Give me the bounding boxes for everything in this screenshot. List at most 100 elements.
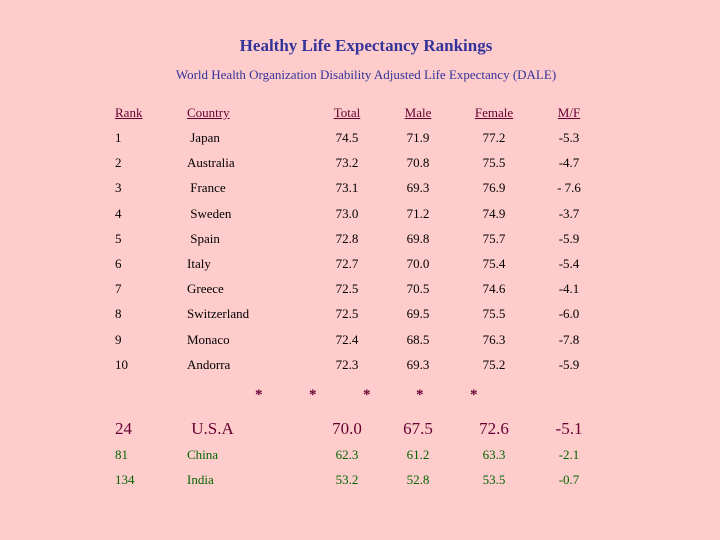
cell-country: U.S.A (187, 419, 234, 438)
cell-male: 70.8 (406, 155, 430, 171)
table-row: 81 China 62.3 61.2 63.3 -2.1 (0, 447, 720, 467)
page-subtitle: World Health Organization Disability Adj… (175, 67, 557, 82)
cell-total: 72.4 (335, 331, 359, 347)
cell-country: Japan (187, 130, 220, 145)
cell-total: 62.3 (335, 447, 359, 462)
cell-male: 69.3 (406, 356, 430, 372)
cell-male: 52.8 (406, 472, 430, 487)
table-row: 6 Italy 72.7 70.0 75.4 -5.4 (0, 256, 720, 276)
header-rank: Rank (115, 105, 143, 120)
cell-rank: 81 (115, 447, 128, 462)
cell-mf: -5.4 (558, 256, 580, 271)
cell-country: Spain (187, 230, 220, 246)
cell-country: Sweden (187, 205, 232, 221)
cell-country: Italy (187, 256, 211, 271)
cell-country: Andorra (187, 356, 231, 372)
cell-country: Switzerland (187, 306, 250, 322)
cell-total: 73.2 (335, 155, 359, 171)
table-row: 9 Monaco 72.4 68.5 76.3 -7.8 (0, 332, 720, 352)
cell-female: 53.5 (482, 472, 506, 487)
header-total: Total (333, 105, 361, 120)
cell-rank: 1 (115, 130, 122, 145)
cell-mf: -0.7 (558, 472, 580, 487)
cell-country: Australia (187, 155, 235, 171)
separator-star: * (255, 387, 263, 403)
cell-total: 72.7 (335, 256, 359, 271)
table-row: 3 France 73.1 69.3 76.9 - 7.6 (0, 180, 720, 200)
separator-star: * (363, 387, 371, 403)
cell-rank: 6 (115, 256, 122, 271)
cell-male: 61.2 (406, 447, 430, 462)
cell-female: 76.9 (482, 180, 506, 196)
header-male: Male (404, 105, 432, 120)
cell-country: Greece (187, 281, 224, 297)
table-row: 7 Greece 72.5 70.5 74.6 -4.1 (0, 281, 720, 301)
cell-mf: - 7.6 (557, 180, 581, 196)
cell-male: 70.0 (406, 256, 430, 271)
cell-female: 77.2 (482, 130, 506, 145)
table-row: 134 India 53.2 52.8 53.5 -0.7 (0, 472, 720, 492)
table-row: 1 Japan 74.5 71.9 77.2 -5.3 (0, 130, 720, 150)
cell-mf: -4.1 (558, 281, 580, 297)
cell-mf: -5.9 (558, 230, 580, 246)
cell-rank: 5 (115, 230, 122, 246)
header-female: Female (474, 105, 514, 120)
table-row: 8 Switzerland 72.5 69.5 75.5 -6.0 (0, 306, 720, 326)
cell-male: 67.5 (403, 419, 433, 438)
header-country: Country (187, 105, 230, 120)
cell-mf: -5.1 (555, 419, 583, 438)
cell-mf: -4.7 (558, 155, 580, 171)
cell-rank: 134 (115, 472, 135, 487)
cell-total: 53.2 (335, 472, 359, 487)
cell-female: 75.5 (482, 306, 506, 322)
cell-mf: -5.3 (558, 130, 580, 145)
separator-star: * (416, 387, 424, 403)
cell-total: 73.1 (335, 180, 359, 196)
table-row-us: 24 U.S.A 70.0 67.5 72.6 -5.1 (0, 419, 720, 439)
table-row: 5 Spain 72.8 69.8 75.7 -5.9 (0, 231, 720, 251)
cell-country: France (187, 180, 226, 196)
cell-country: India (187, 472, 214, 487)
cell-female: 74.9 (482, 205, 506, 221)
cell-rank: 24 (115, 419, 132, 438)
cell-mf: -7.8 (558, 331, 580, 347)
cell-male: 69.5 (406, 306, 430, 322)
cell-female: 75.2 (482, 356, 506, 372)
table-row: 4 Sweden 73.0 71.2 74.9 -3.7 (0, 206, 720, 226)
cell-female: 63.3 (482, 447, 506, 462)
cell-total: 70.0 (332, 419, 362, 438)
cell-total: 72.8 (335, 230, 359, 246)
cell-total: 73.0 (335, 205, 359, 221)
cell-total: 72.5 (335, 306, 359, 322)
cell-mf: -3.7 (558, 205, 580, 221)
cell-country: Monaco (187, 331, 230, 347)
cell-country: China (187, 447, 219, 462)
cell-total: 72.3 (335, 356, 359, 372)
cell-rank: 10 (115, 356, 128, 372)
cell-female: 74.6 (482, 281, 506, 297)
separator-star: * (470, 387, 478, 403)
cell-rank: 7 (115, 281, 122, 297)
cell-mf: -5.9 (558, 356, 580, 372)
cell-female: 75.4 (482, 256, 506, 271)
cell-male: 68.5 (406, 331, 430, 347)
cell-male: 70.5 (406, 281, 430, 297)
cell-total: 74.5 (335, 130, 359, 145)
cell-male: 71.9 (406, 130, 430, 145)
table-row: 2 Australia 73.2 70.8 75.5 -4.7 (0, 155, 720, 175)
cell-total: 72.5 (335, 281, 359, 297)
cell-female: 75.7 (482, 230, 506, 246)
cell-female: 75.5 (482, 155, 506, 171)
cell-mf: -2.1 (558, 447, 580, 462)
cell-rank: 3 (115, 180, 122, 196)
cell-mf: -6.0 (558, 306, 580, 322)
cell-male: 69.8 (406, 230, 430, 246)
cell-rank: 8 (115, 306, 122, 322)
cell-male: 69.3 (406, 180, 430, 196)
table-row: 10 Andorra 72.3 69.3 75.2 -5.9 (0, 357, 720, 377)
separator-star: * (309, 387, 317, 403)
cell-female: 72.6 (479, 419, 509, 438)
cell-rank: 2 (115, 155, 122, 171)
page-title: Healthy Life Expectancy Rankings (239, 36, 493, 55)
cell-rank: 4 (115, 205, 122, 221)
